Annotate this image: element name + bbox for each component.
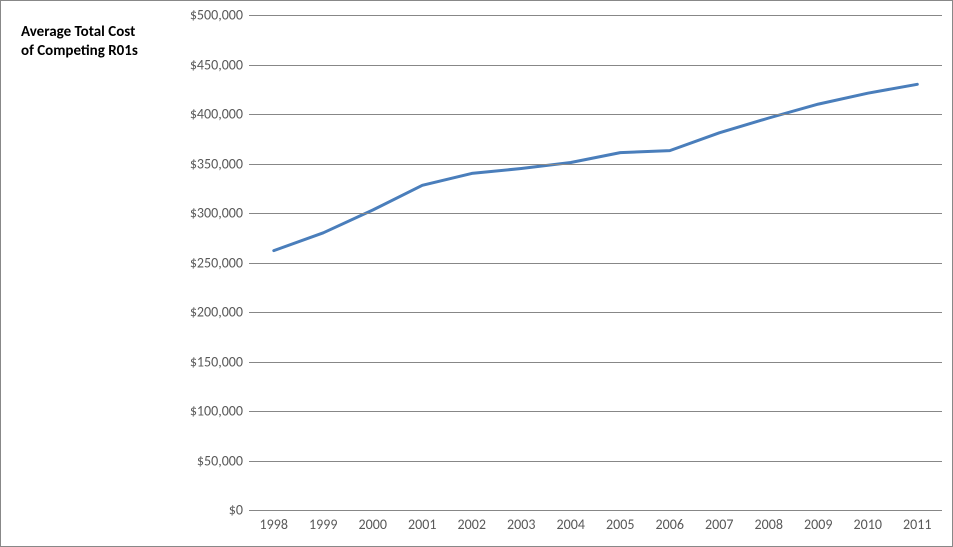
y-tick-label: $450,000 <box>179 56 243 73</box>
x-tick-label: 2007 <box>705 516 733 533</box>
x-tick-label: 2010 <box>854 516 882 533</box>
x-tick-label: 2008 <box>755 516 783 533</box>
x-tick-label: 2000 <box>359 516 387 533</box>
x-tick-label: 1999 <box>309 516 337 533</box>
y-gridline <box>249 510 942 511</box>
x-tick-label: 2011 <box>903 516 931 533</box>
y-tick-label: $350,000 <box>179 155 243 172</box>
chart-title: Average Total Cost of Competing R01s <box>21 23 138 61</box>
y-tick-label: $200,000 <box>179 304 243 321</box>
x-tick-label: 2001 <box>408 516 436 533</box>
y-tick-label: $150,000 <box>179 353 243 370</box>
chart-frame: Average Total Cost of Competing R01s $0$… <box>0 0 953 547</box>
x-tick-label: 2003 <box>507 516 535 533</box>
chart-plot-area: $0$50,000$100,000$150,000$200,000$250,00… <box>249 15 942 510</box>
x-tick-label: 2002 <box>458 516 486 533</box>
x-tick-label: 2004 <box>557 516 585 533</box>
y-gridline <box>249 312 942 313</box>
y-gridline <box>249 411 942 412</box>
y-gridline <box>249 114 942 115</box>
y-gridline <box>249 461 942 462</box>
y-gridline <box>249 164 942 165</box>
y-gridline <box>249 213 942 214</box>
y-tick-label: $100,000 <box>179 403 243 420</box>
y-gridline <box>249 15 942 16</box>
y-tick-label: $250,000 <box>179 254 243 271</box>
y-gridline <box>249 263 942 264</box>
y-tick-label: $50,000 <box>179 452 243 469</box>
x-tick-label: 2006 <box>656 516 684 533</box>
y-tick-label: $500,000 <box>179 7 243 24</box>
x-tick-label: 2009 <box>804 516 832 533</box>
y-gridline <box>249 65 942 66</box>
y-tick-label: $300,000 <box>179 205 243 222</box>
y-gridline <box>249 362 942 363</box>
y-tick-label: $0 <box>179 502 243 519</box>
y-tick-label: $400,000 <box>179 106 243 123</box>
x-tick-label: 1998 <box>260 516 288 533</box>
x-tick-label: 2005 <box>606 516 634 533</box>
series-line <box>274 84 918 250</box>
